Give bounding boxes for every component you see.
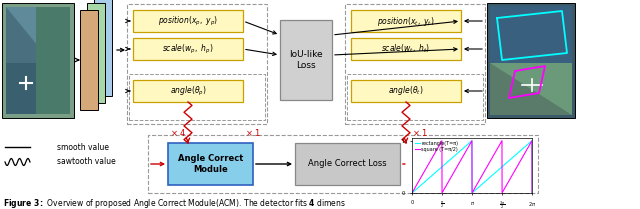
Text: $\times\ 1$: $\times\ 1$ [412,126,428,138]
FancyBboxPatch shape [168,143,253,185]
Text: $scale(w_p,\ h_p)$: $scale(w_p,\ h_p)$ [162,42,214,56]
Text: $scale(w_t,\ h_t)$: $scale(w_t,\ h_t)$ [381,43,431,55]
Text: IoU-like
Loss: IoU-like Loss [289,50,323,70]
Text: $\times\ 1$: $\times\ 1$ [245,126,261,138]
FancyBboxPatch shape [133,10,243,32]
FancyBboxPatch shape [295,143,400,185]
Text: smooth value: smooth value [57,143,109,152]
Text: sawtooth value: sawtooth value [57,158,116,167]
FancyBboxPatch shape [80,10,98,110]
Text: $position(x_p,\ y_p)$: $position(x_p,\ y_p)$ [158,14,218,28]
FancyBboxPatch shape [490,6,572,115]
FancyBboxPatch shape [94,0,112,96]
FancyBboxPatch shape [351,38,461,60]
Text: $\mathbf{Figure\ 3:}$ Overview of proposed Angle Correct Module(ACM). The detect: $\mathbf{Figure\ 3:}$ Overview of propos… [3,196,346,209]
FancyBboxPatch shape [351,80,461,102]
FancyBboxPatch shape [6,63,36,114]
Polygon shape [6,7,52,114]
FancyBboxPatch shape [490,6,572,63]
FancyBboxPatch shape [351,10,461,32]
Text: Angle Correct
Module: Angle Correct Module [178,154,243,174]
FancyBboxPatch shape [133,38,243,60]
FancyBboxPatch shape [2,3,74,118]
Legend: rectangle(T=π), square (T=π/2): rectangle(T=π), square (T=π/2) [415,140,459,152]
Text: Angle Correct Loss: Angle Correct Loss [308,159,387,168]
FancyBboxPatch shape [133,80,243,102]
FancyBboxPatch shape [487,3,575,118]
Text: $angle(\theta_p)$: $angle(\theta_p)$ [170,84,206,98]
FancyBboxPatch shape [6,7,70,114]
FancyBboxPatch shape [280,20,332,100]
FancyBboxPatch shape [87,3,105,103]
Text: $position(x_t,\ y_t)$: $position(x_t,\ y_t)$ [377,14,435,28]
Text: $angle(\theta_t)$: $angle(\theta_t)$ [388,84,424,98]
Polygon shape [490,13,572,115]
FancyBboxPatch shape [36,7,70,114]
Text: $\times\ 4$: $\times\ 4$ [170,126,186,138]
